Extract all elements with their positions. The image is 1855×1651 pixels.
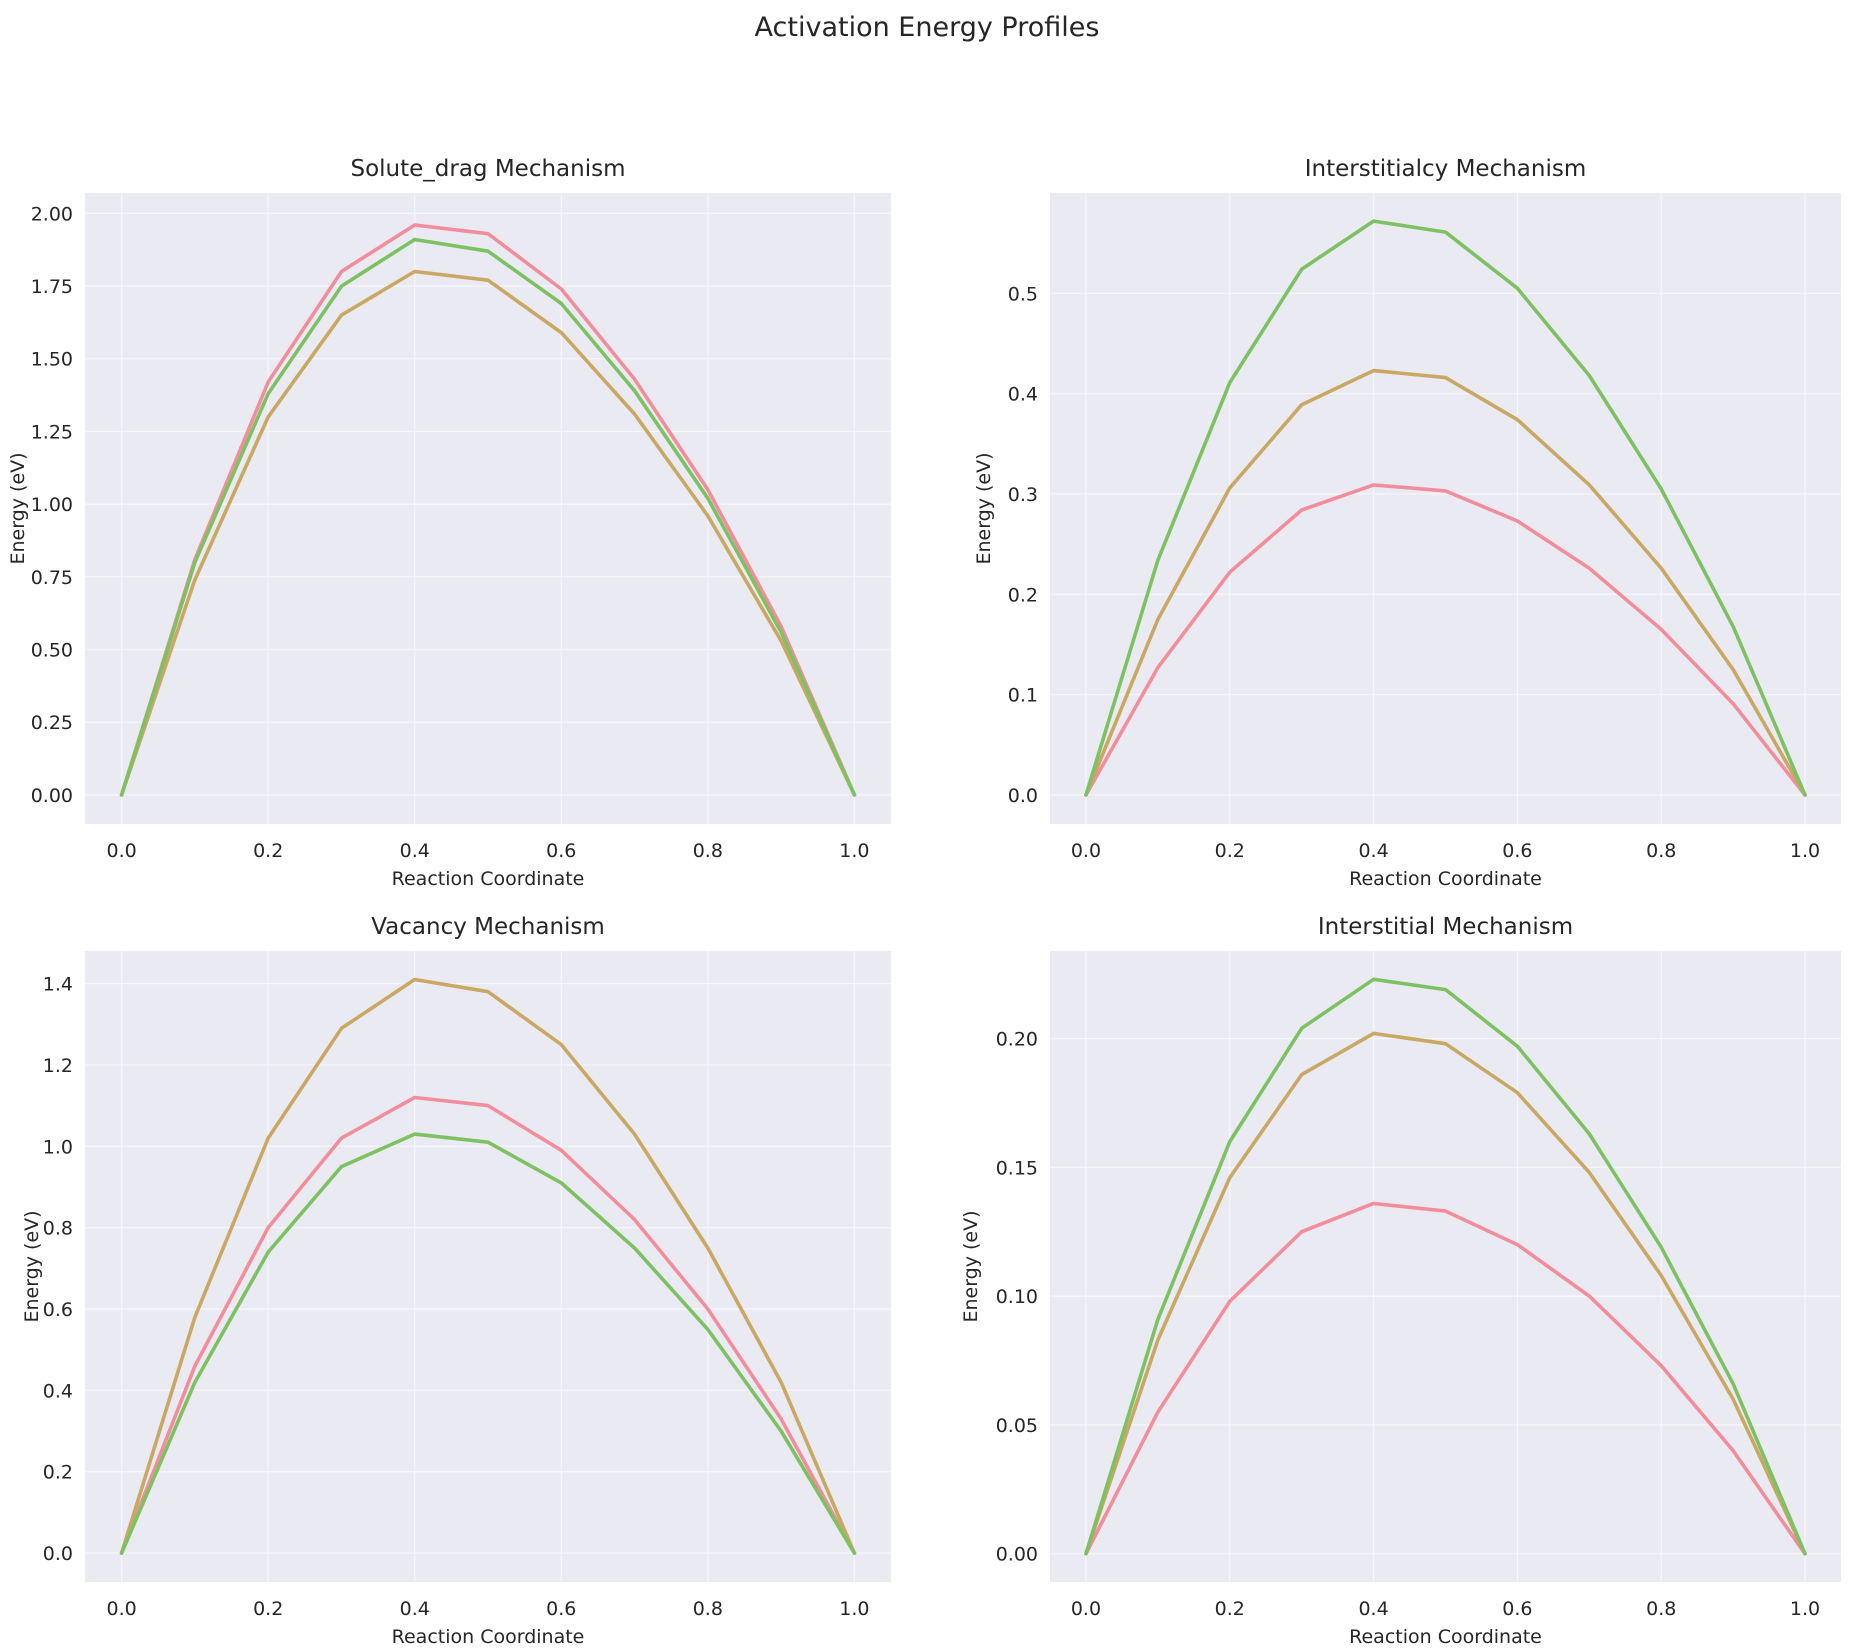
y-tick-label: 1.50 <box>31 349 73 371</box>
plot-area <box>1050 951 1841 1582</box>
y-axis-label: Energy (eV) <box>960 1210 982 1322</box>
y-tick-label: 1.25 <box>31 421 73 443</box>
y-tick-label: 0.20 <box>996 1029 1038 1051</box>
subplot-title: Interstitialcy Mechanism <box>1305 156 1587 182</box>
x-tick-label: 0.0 <box>1071 1598 1101 1620</box>
series-line-1 <box>1084 483 1807 797</box>
subplot-title: Interstitial Mechanism <box>1318 914 1573 940</box>
series-line-1 <box>119 223 857 797</box>
x-axis-label: Reaction Coordinate <box>1349 1626 1542 1648</box>
y-tick-label: 0.2 <box>43 1462 73 1484</box>
subplot-1: 0.0 0.2 0.4 0.6 0.8 1.0 0.00 0.25 0.50 0.75 1.00 1.… <box>7 156 891 890</box>
series-line-3 <box>1084 977 1807 1556</box>
x-tick-label: 1.0 <box>1790 1598 1820 1620</box>
x-tick-label: 0.2 <box>253 1598 283 1620</box>
series-line-1 <box>1084 1201 1807 1556</box>
y-tick-label: 0.5 <box>1008 283 1038 305</box>
x-tick-label: 0.4 <box>1358 840 1388 862</box>
subplot-title: Vacancy Mechanism <box>371 914 605 940</box>
x-tick-label: 0.6 <box>1502 840 1532 862</box>
x-tick-label: 1.0 <box>1790 840 1820 862</box>
y-tick-label: 1.00 <box>31 494 73 516</box>
y-tick-label: 1.2 <box>43 1055 73 1077</box>
series-line-2 <box>1084 1031 1807 1556</box>
y-tick-label: 0.6 <box>43 1299 73 1321</box>
y-axis-label: Energy (eV) <box>973 452 995 564</box>
x-tick-label: 0.6 <box>546 840 576 862</box>
subplot-title: Solute_drag Mechanism <box>350 156 625 182</box>
x-tick-label: 0.8 <box>1646 840 1676 862</box>
y-tick-label: 0.15 <box>996 1157 1038 1179</box>
y-tick-label: 0.25 <box>31 712 73 734</box>
series-line-1 <box>119 1095 857 1555</box>
subplot-4: 0.0 0.2 0.4 0.6 0.8 1.0 0.00 0.05 0.10 0.15 0.20 In… <box>960 914 1841 1648</box>
x-tick-label: 0.2 <box>1215 1598 1245 1620</box>
x-tick-label: 0.0 <box>107 840 137 862</box>
x-tick-label: 0.2 <box>253 840 283 862</box>
x-tick-label: 0.6 <box>546 1598 576 1620</box>
plot-area <box>85 951 891 1582</box>
x-tick-label: 0.0 <box>107 1598 137 1620</box>
x-tick-label: 0.2 <box>1215 840 1245 862</box>
x-tick-label: 0.4 <box>400 1598 430 1620</box>
x-tick-label: 0.4 <box>1358 1598 1388 1620</box>
plot-area <box>1050 193 1841 824</box>
y-tick-label: 1.0 <box>43 1136 73 1158</box>
y-tick-label: 0.10 <box>996 1286 1038 1308</box>
x-tick-label: 0.8 <box>1646 1598 1676 1620</box>
x-axis-label: Reaction Coordinate <box>392 868 585 890</box>
x-tick-label: 0.6 <box>1502 1598 1532 1620</box>
plot-area <box>85 193 891 824</box>
y-tick-label: 0.4 <box>43 1380 73 1402</box>
y-tick-label: 0.4 <box>1008 384 1038 406</box>
x-tick-label: 1.0 <box>839 840 869 862</box>
y-tick-label: 0.50 <box>31 640 73 662</box>
y-tick-label: 0.05 <box>996 1415 1038 1437</box>
y-tick-label: 1.4 <box>43 974 73 996</box>
x-tick-label: 0.8 <box>693 840 723 862</box>
y-tick-label: 0.0 <box>1008 785 1038 807</box>
series-line-2 <box>119 269 857 797</box>
y-tick-label: 1.75 <box>31 276 73 298</box>
subplot-grid: 0.0 0.2 0.4 0.6 0.8 1.0 0.00 0.25 0.50 0.75 1.00 1.… <box>7 156 1841 1648</box>
y-tick-label: 0.00 <box>996 1544 1038 1566</box>
series-line-2 <box>119 977 857 1555</box>
series-line-3 <box>119 237 857 797</box>
x-tick-label: 0.0 <box>1071 840 1101 862</box>
y-tick-label: 0.8 <box>43 1218 73 1240</box>
series-line-3 <box>1084 219 1807 797</box>
subplot-2: 0.0 0.2 0.4 0.6 0.8 1.0 0.0 0.1 0.2 0.3 0.4 0.5 Inte… <box>973 156 1841 890</box>
x-tick-label: 0.8 <box>693 1598 723 1620</box>
y-tick-label: 2.00 <box>31 203 73 225</box>
x-tick-label: 1.0 <box>839 1598 869 1620</box>
x-axis-label: Reaction Coordinate <box>1349 868 1542 890</box>
y-tick-label: 0.2 <box>1008 584 1038 606</box>
y-tick-label: 0.00 <box>31 785 73 807</box>
subplot-3: 0.0 0.2 0.4 0.6 0.8 1.0 0.0 0.2 0.4 0.6 0.8 1.0 1.2 1… <box>21 914 891 1648</box>
series-line-3 <box>119 1132 857 1555</box>
series-line-2 <box>1084 368 1807 797</box>
y-axis-label: Energy (eV) <box>21 1210 43 1322</box>
y-axis-label: Energy (eV) <box>7 452 29 564</box>
y-tick-label: 0.0 <box>43 1543 73 1565</box>
x-tick-label: 0.4 <box>400 840 430 862</box>
y-tick-label: 0.3 <box>1008 484 1038 506</box>
y-tick-label: 0.75 <box>31 567 73 589</box>
figure-title: Activation Energy Profiles <box>755 12 1100 43</box>
x-axis-label: Reaction Coordinate <box>392 1626 585 1648</box>
y-tick-label: 0.1 <box>1008 685 1038 707</box>
